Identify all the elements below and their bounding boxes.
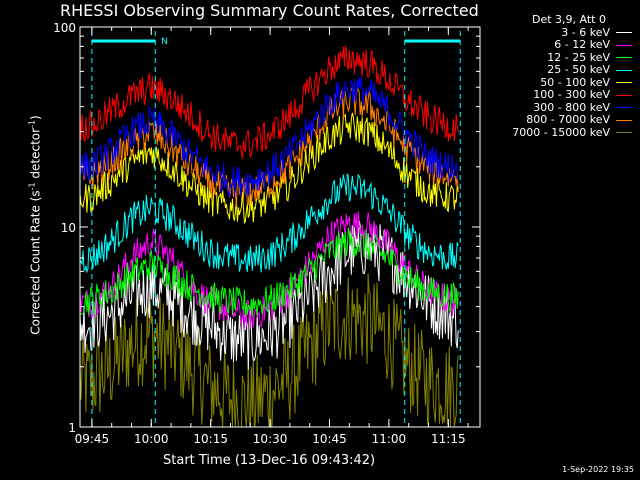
timestamp-footer: 1-Sep-2022 19:35	[562, 465, 634, 474]
legend-rows: 3 - 6 keV 6 - 12 keV 12 - 25 keV 25 - 50 ke…	[482, 25, 632, 140]
legend-item-label: 300 - 800 keV	[533, 100, 610, 114]
y-tick-label: 1	[68, 421, 76, 435]
legend-item-label: 800 - 7000 keV	[526, 113, 610, 126]
x-tick-label: 10:45	[312, 432, 347, 446]
y-tick-label: 10	[61, 221, 76, 235]
x-tick-label: 10:00	[134, 432, 169, 446]
y-axis-label-part: )	[28, 115, 43, 120]
legend-item: 3 - 6 keV	[482, 25, 632, 40]
legend-item-label: 12 - 25 keV	[547, 50, 610, 64]
annotation-layer: N	[91, 31, 461, 427]
y-axis-label-part: detector	[28, 127, 43, 183]
x-tick-label: 11:15	[431, 432, 466, 446]
x-axis-label: Start Time (13-Dec-16 09:43:42)	[163, 453, 376, 468]
legend-item-label: 25 - 50 keV	[547, 63, 610, 76]
series-line-50-100kev	[79, 112, 459, 225]
x-tick-label: 09:45	[75, 432, 110, 446]
series-layer	[79, 44, 459, 429]
legend-swatch	[616, 57, 632, 59]
legend-item: 300 - 800 keV	[482, 100, 632, 115]
legend-item: 6 - 12 keV	[482, 38, 632, 52]
series-line-6-12kev	[79, 211, 459, 330]
legend-swatch	[616, 94, 632, 96]
axis-layer: 09:45 10:00 10:15 10:30 10:45 11:00 11:15 1 10 10…	[53, 21, 480, 446]
legend-header: Det 3,9, Att 0	[532, 13, 606, 26]
legend-swatch	[616, 32, 632, 34]
x-tick-label: 10:30	[253, 432, 288, 446]
legend-item: 7000 - 15000 keV	[482, 125, 632, 140]
legend-swatch	[616, 132, 632, 134]
series-line-800-7000kev	[79, 86, 459, 207]
series-line-100-300kev	[79, 44, 459, 159]
legend-swatch	[616, 82, 632, 84]
x-tick-label: 11:00	[372, 432, 407, 446]
legend-item: 800 - 7000 keV	[482, 113, 632, 127]
legend-item: 50 - 100 keV	[482, 75, 632, 90]
series-line-300-800kev	[79, 76, 459, 198]
y-tick-label: 100	[53, 21, 76, 35]
legend-swatch	[616, 107, 632, 109]
legend-item: 25 - 50 keV	[482, 63, 632, 77]
y-axis-label: Corrected Count Rate (s-1 detector-1)	[28, 115, 43, 334]
legend-swatch	[616, 119, 632, 121]
legend-item-label: 3 - 6 keV	[561, 25, 610, 39]
legend-item-label: 7000 - 15000 keV	[512, 125, 610, 139]
legend-item-label: 50 - 100 keV	[540, 75, 610, 89]
series-line-12-25kev	[79, 227, 459, 317]
legend-item-label: 6 - 12 keV	[554, 38, 610, 51]
legend-item: 12 - 25 keV	[482, 50, 632, 65]
legend-swatch	[616, 69, 632, 71]
x-tick-label: 10:15	[193, 432, 228, 446]
legend-item: 100 - 300 keV	[482, 88, 632, 102]
y-axis-label-part: Corrected Count Rate (s	[28, 190, 43, 335]
series-line-25-50kev	[79, 172, 459, 274]
annotation-label-0: N	[161, 37, 168, 47]
legend: Det 3,9, Att 0 3 - 6 keV 6 - 12 keV 12 - 2…	[482, 13, 632, 140]
y-axis-label-exponent: -1	[27, 182, 37, 191]
legend-item-label: 100 - 300 keV	[533, 88, 610, 101]
chart-title: RHESSI Observing Summary Count Rates, Co…	[60, 1, 479, 20]
legend-swatch	[616, 44, 632, 46]
y-axis-label-exponent: -1	[27, 119, 37, 128]
